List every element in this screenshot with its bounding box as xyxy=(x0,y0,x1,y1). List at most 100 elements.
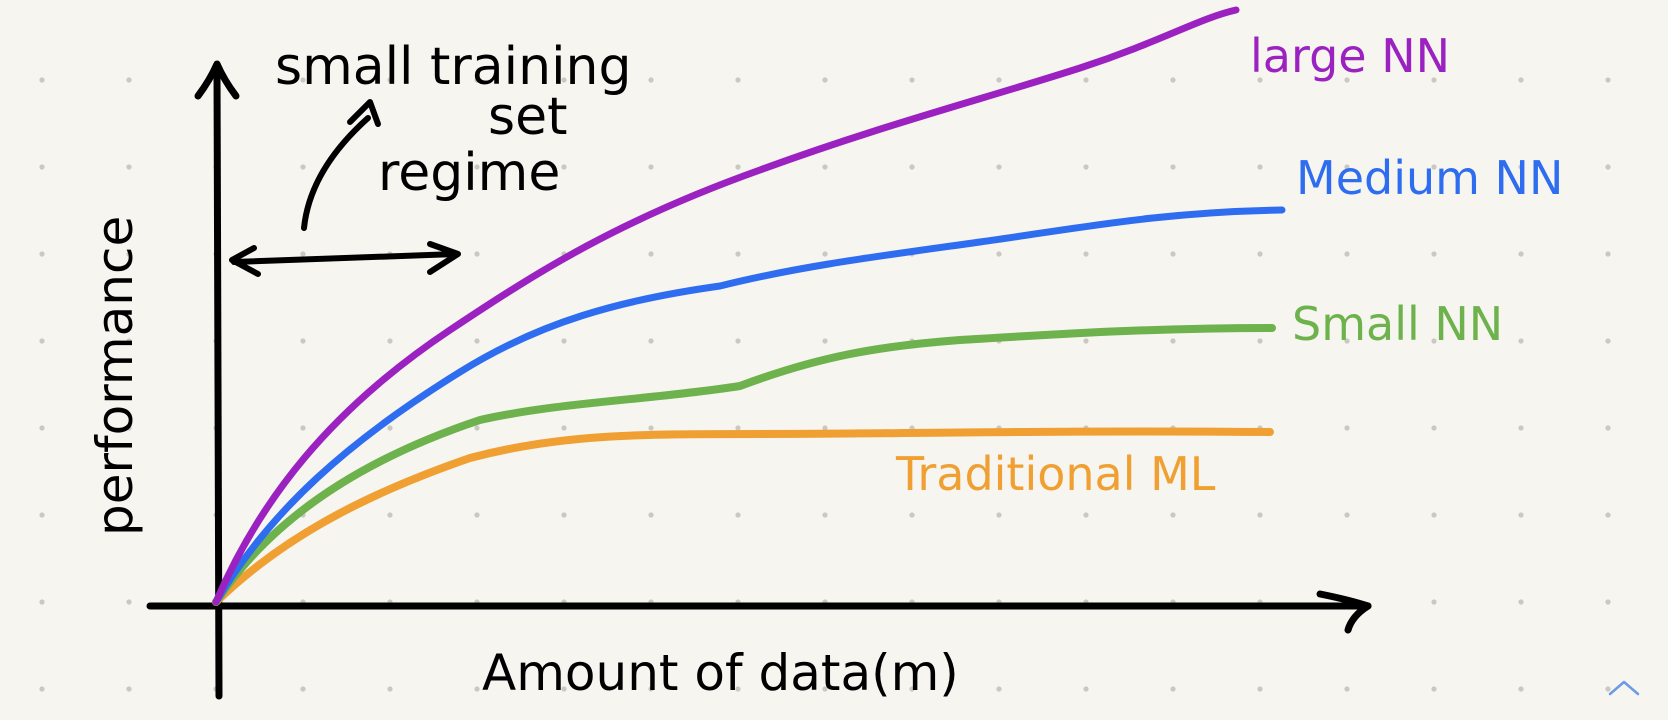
grid-dot xyxy=(1344,251,1350,257)
series-label-traditional: Traditional ML xyxy=(895,447,1216,501)
grid-dot xyxy=(996,686,1002,692)
grid-dot xyxy=(300,77,306,83)
grid-dot xyxy=(822,425,828,431)
y-axis-arrowhead xyxy=(194,60,240,100)
grid-dot xyxy=(1605,425,1611,431)
grid-dot xyxy=(1518,425,1524,431)
grid-dot xyxy=(126,599,132,605)
grid-dot xyxy=(1344,77,1350,83)
grid-dot xyxy=(1605,599,1611,605)
x-axis-label: Amount of data(m) xyxy=(482,644,959,702)
grid-dot xyxy=(1170,338,1176,344)
y-axis-label: performance xyxy=(86,216,144,536)
grid-dot xyxy=(1344,338,1350,344)
grid-dot xyxy=(387,512,393,518)
grid-dot xyxy=(1344,512,1350,518)
grid-dot xyxy=(1518,599,1524,605)
grid-dot xyxy=(126,164,132,170)
grid-dot xyxy=(1170,686,1176,692)
grid-dot xyxy=(1344,686,1350,692)
grid-dot xyxy=(387,338,393,344)
grid-dot xyxy=(39,686,45,692)
grid-dot xyxy=(822,164,828,170)
grid-dot xyxy=(126,512,132,518)
chevron-up-glyph xyxy=(1608,680,1640,696)
grid-dot xyxy=(735,425,741,431)
grid-dot xyxy=(39,164,45,170)
grid-dot xyxy=(126,251,132,257)
grid-dot xyxy=(39,77,45,83)
grid-dot xyxy=(474,338,480,344)
double-arrow-left-head xyxy=(229,245,261,277)
grid-dot xyxy=(996,251,1002,257)
grid-dot xyxy=(648,77,654,83)
grid-dot xyxy=(735,686,741,692)
grid-dot xyxy=(1431,512,1437,518)
grid-dot xyxy=(39,338,45,344)
grid-dot xyxy=(1170,251,1176,257)
grid-dot xyxy=(1170,512,1176,518)
curved-arrow xyxy=(301,115,371,231)
double-arrow-line xyxy=(231,251,459,265)
grid-dot xyxy=(1431,599,1437,605)
grid-dot xyxy=(126,686,132,692)
grid-dot xyxy=(1431,164,1437,170)
grid-dot xyxy=(1605,77,1611,83)
grid-dot xyxy=(1083,512,1089,518)
grid-dot xyxy=(648,425,654,431)
grid-dot xyxy=(1431,77,1437,83)
grid-dot xyxy=(300,251,306,257)
grid-dot xyxy=(735,512,741,518)
grid-dot xyxy=(1344,425,1350,431)
grid-dot xyxy=(996,164,1002,170)
grid-dot xyxy=(126,425,132,431)
grid-dot xyxy=(1083,251,1089,257)
grid-dot xyxy=(1431,251,1437,257)
grid-dot xyxy=(474,686,480,692)
x-axis-arrowhead xyxy=(1316,590,1372,634)
grid-dot xyxy=(39,251,45,257)
grid-dot xyxy=(1083,77,1089,83)
grid-dot xyxy=(822,251,828,257)
grid-dot xyxy=(1518,164,1524,170)
grid-dot xyxy=(39,425,45,431)
grid-dot xyxy=(1257,512,1263,518)
grid-dot xyxy=(1431,425,1437,431)
grid-dot xyxy=(300,338,306,344)
grid-dot xyxy=(126,338,132,344)
annotation-line-1: small training xyxy=(275,37,631,97)
grid-dot xyxy=(648,164,654,170)
grid-dot xyxy=(561,164,567,170)
x-axis xyxy=(146,590,1372,634)
annotation-line-3: regime xyxy=(378,143,560,203)
grid-dot xyxy=(1083,164,1089,170)
grid-dot xyxy=(474,164,480,170)
grid-dot xyxy=(561,686,567,692)
grid-dot xyxy=(1257,686,1263,692)
grid-dot xyxy=(996,77,1002,83)
grid-dot xyxy=(387,686,393,692)
medium-nn-curve xyxy=(212,206,1286,606)
grid-dot xyxy=(474,77,480,83)
grid-dot xyxy=(300,686,306,692)
grid-dot xyxy=(735,338,741,344)
grid-dot xyxy=(1083,686,1089,692)
grid-dot xyxy=(735,251,741,257)
curved-arrowhead xyxy=(347,99,381,127)
grid-dot xyxy=(1170,164,1176,170)
grid-dot xyxy=(1605,512,1611,518)
series-label-small: Small NN xyxy=(1292,297,1503,351)
grid-dot xyxy=(39,512,45,518)
grid-dot xyxy=(909,512,915,518)
grid-dot xyxy=(1257,251,1263,257)
grid-dot xyxy=(1431,686,1437,692)
grid-dot xyxy=(1257,338,1263,344)
chevron-up-icon[interactable] xyxy=(1604,672,1644,702)
grid-dot xyxy=(909,164,915,170)
annotation-line-2: set xyxy=(488,87,567,147)
grid-dot xyxy=(909,77,915,83)
series-label-medium: Medium NN xyxy=(1296,151,1563,205)
grid-dot xyxy=(474,251,480,257)
grid-dot xyxy=(1257,77,1263,83)
grid-dot xyxy=(1170,77,1176,83)
